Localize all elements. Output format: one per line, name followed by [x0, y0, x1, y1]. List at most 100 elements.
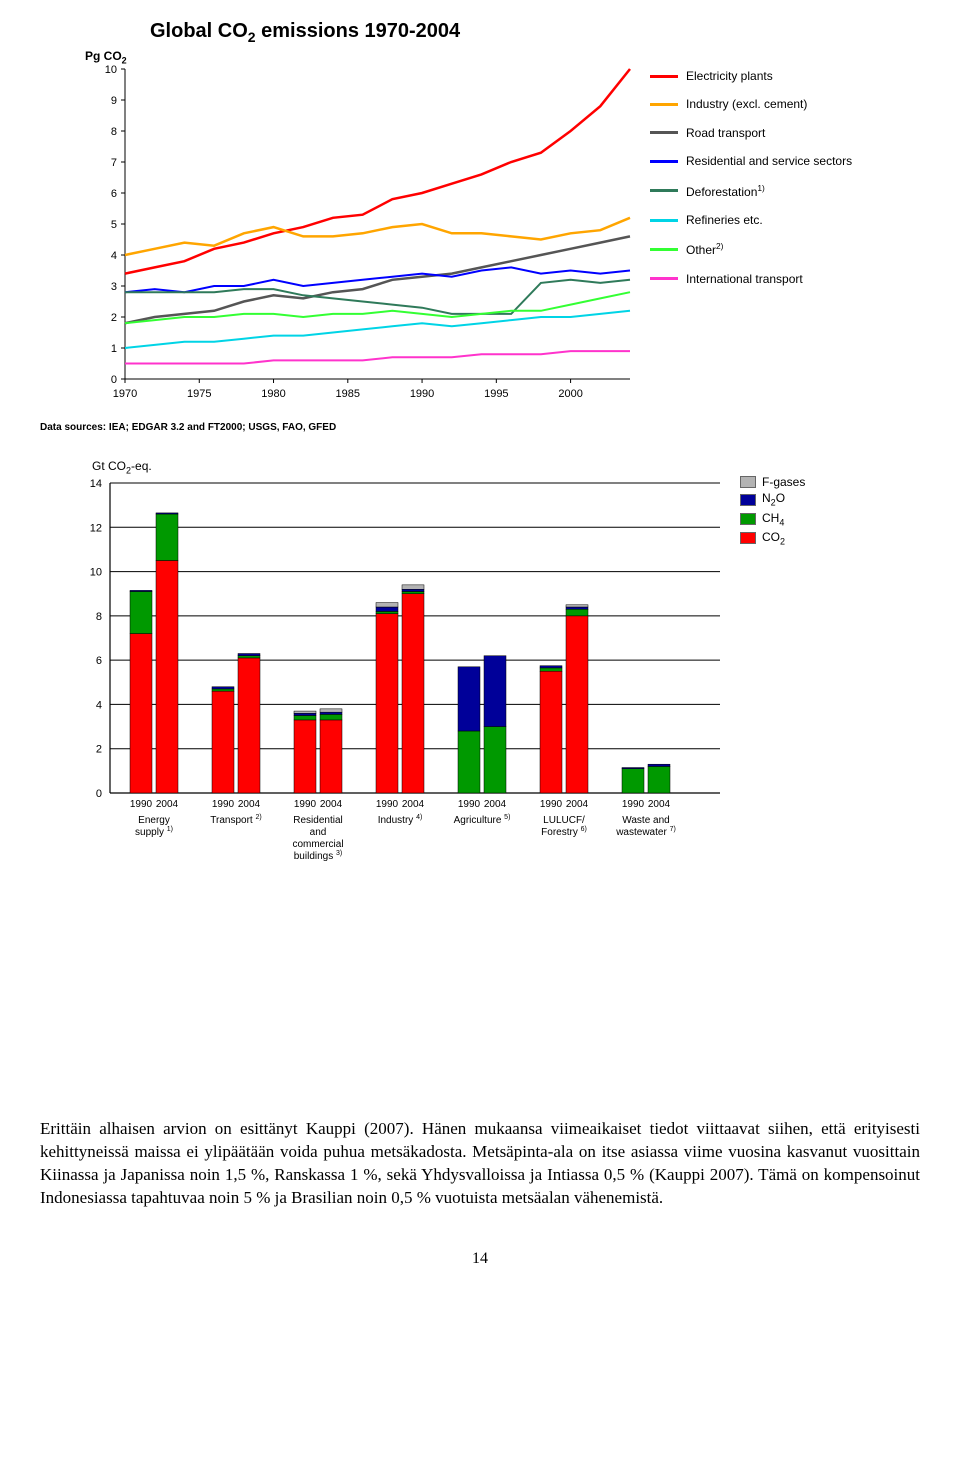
svg-text:commercial: commercial: [292, 839, 343, 850]
legend-item: International transport: [650, 272, 852, 286]
svg-text:1990: 1990: [458, 799, 481, 810]
svg-text:6: 6: [111, 188, 117, 200]
svg-text:buildings 3): buildings 3): [294, 850, 343, 862]
svg-text:6: 6: [96, 655, 102, 667]
svg-text:1990: 1990: [622, 799, 645, 810]
svg-text:2000: 2000: [558, 388, 582, 400]
svg-text:1990: 1990: [294, 799, 317, 810]
svg-text:2004: 2004: [484, 799, 507, 810]
svg-text:9: 9: [111, 95, 117, 107]
legend-swatch: [740, 532, 756, 544]
page-number: 14: [40, 1250, 920, 1268]
svg-text:2004: 2004: [320, 799, 343, 810]
svg-text:2004: 2004: [648, 799, 671, 810]
svg-text:Industry 4): Industry 4): [378, 814, 423, 826]
svg-text:2004: 2004: [238, 799, 261, 810]
line-chart-data-sources: Data sources: IEA; EDGAR 3.2 and FT2000;…: [40, 422, 920, 433]
legend-swatch: [740, 476, 756, 488]
svg-text:5: 5: [111, 219, 117, 231]
legend-label: CH4: [762, 511, 784, 528]
svg-text:2: 2: [111, 312, 117, 324]
legend-item: Residential and service sectors: [650, 154, 852, 168]
svg-text:3: 3: [111, 281, 117, 293]
legend-swatch: [650, 160, 678, 163]
bar-chart-legend: F-gases N2O CH4 CO2: [740, 475, 805, 549]
legend-item: F-gases: [740, 475, 805, 489]
legend-swatch: [650, 189, 678, 192]
paragraph-text: Erittäin alhaisen arvion on esittänyt Ka…: [40, 1118, 920, 1210]
svg-text:0: 0: [96, 788, 102, 800]
svg-text:2004: 2004: [566, 799, 589, 810]
legend-item: Industry (excl. cement): [650, 97, 852, 111]
svg-text:8: 8: [111, 126, 117, 138]
svg-text:1980: 1980: [261, 388, 285, 400]
legend-label: International transport: [686, 272, 803, 286]
legend-item: Deforestation1): [650, 183, 852, 199]
legend-swatch: [650, 248, 678, 251]
legend-label: F-gases: [762, 475, 805, 489]
legend-swatch: [740, 494, 756, 506]
legend-item: Electricity plants: [650, 69, 852, 83]
svg-text:1985: 1985: [336, 388, 360, 400]
svg-text:4: 4: [111, 250, 117, 262]
svg-text:1995: 1995: [484, 388, 508, 400]
legend-item: N2O: [740, 491, 805, 508]
legend-item: Other2): [650, 241, 852, 257]
svg-text:1990: 1990: [212, 799, 235, 810]
svg-text:4: 4: [96, 699, 102, 711]
bar-chart-ylabel: Gt CO2-eq.: [92, 459, 152, 475]
svg-text:10: 10: [105, 64, 117, 76]
bar-chart-svg: 0246810121419902004Energysupply 1)199020…: [70, 463, 730, 883]
line-chart-legend: Electricity plants Industry (excl. cement…: [650, 69, 852, 300]
legend-item: Refineries etc.: [650, 213, 852, 227]
legend-label: Refineries etc.: [686, 213, 763, 227]
legend-label: Electricity plants: [686, 69, 773, 83]
legend-item: Road transport: [650, 126, 852, 140]
line-chart-svg: 0 1 2 3 4 5 6 7 8 9 10 1970 1975 1980 1985 1990 1995 2000: [90, 49, 640, 409]
svg-text:2: 2: [96, 744, 102, 756]
svg-text:Energy: Energy: [138, 815, 170, 826]
ghg-stacked-bar-chart: Gt CO2-eq. 0246810121419902004Energysupp…: [40, 463, 920, 888]
svg-text:1975: 1975: [187, 388, 211, 400]
svg-text:Residential: Residential: [293, 815, 342, 826]
svg-text:8: 8: [96, 611, 102, 623]
svg-text:LULUCF/: LULUCF/: [543, 815, 585, 826]
svg-text:7: 7: [111, 157, 117, 169]
legend-swatch: [650, 103, 678, 106]
legend-swatch: [650, 75, 678, 78]
svg-text:10: 10: [90, 567, 102, 579]
svg-text:2004: 2004: [156, 799, 179, 810]
legend-label: Road transport: [686, 126, 765, 140]
legend-swatch: [650, 277, 678, 280]
svg-text:and: and: [310, 827, 327, 838]
legend-label: Residential and service sectors: [686, 154, 852, 168]
co2-emissions-line-chart: Global CO2 emissions 1970-2004 Pg CO2 01…: [40, 20, 920, 433]
svg-text:Waste and: Waste and: [622, 815, 669, 826]
svg-text:1: 1: [111, 343, 117, 355]
svg-text:supply 1): supply 1): [135, 826, 173, 838]
svg-text:1970: 1970: [113, 388, 137, 400]
svg-text:Agriculture 5): Agriculture 5): [454, 814, 511, 826]
svg-text:0: 0: [111, 374, 117, 386]
legend-item: CH4: [740, 511, 805, 528]
legend-label: Deforestation1): [686, 183, 765, 199]
svg-text:Transport 2): Transport 2): [210, 814, 261, 826]
svg-text:2004: 2004: [402, 799, 425, 810]
svg-text:1990: 1990: [410, 388, 434, 400]
legend-label: Industry (excl. cement): [686, 97, 807, 111]
svg-text:1990: 1990: [376, 799, 399, 810]
legend-label: Other2): [686, 241, 723, 257]
svg-text:12: 12: [90, 522, 102, 534]
svg-text:1990: 1990: [130, 799, 153, 810]
legend-swatch: [650, 219, 678, 222]
svg-text:1990: 1990: [540, 799, 563, 810]
legend-label: N2O: [762, 491, 785, 508]
legend-item: CO2: [740, 530, 805, 547]
svg-text:14: 14: [90, 478, 102, 490]
svg-text:wastewater 7): wastewater 7): [615, 826, 676, 838]
legend-label: CO2: [762, 530, 785, 547]
line-chart-title: Global CO2 emissions 1970-2004: [150, 20, 920, 45]
legend-swatch: [740, 513, 756, 525]
svg-text:Forestry 6): Forestry 6): [541, 826, 587, 838]
legend-swatch: [650, 131, 678, 134]
